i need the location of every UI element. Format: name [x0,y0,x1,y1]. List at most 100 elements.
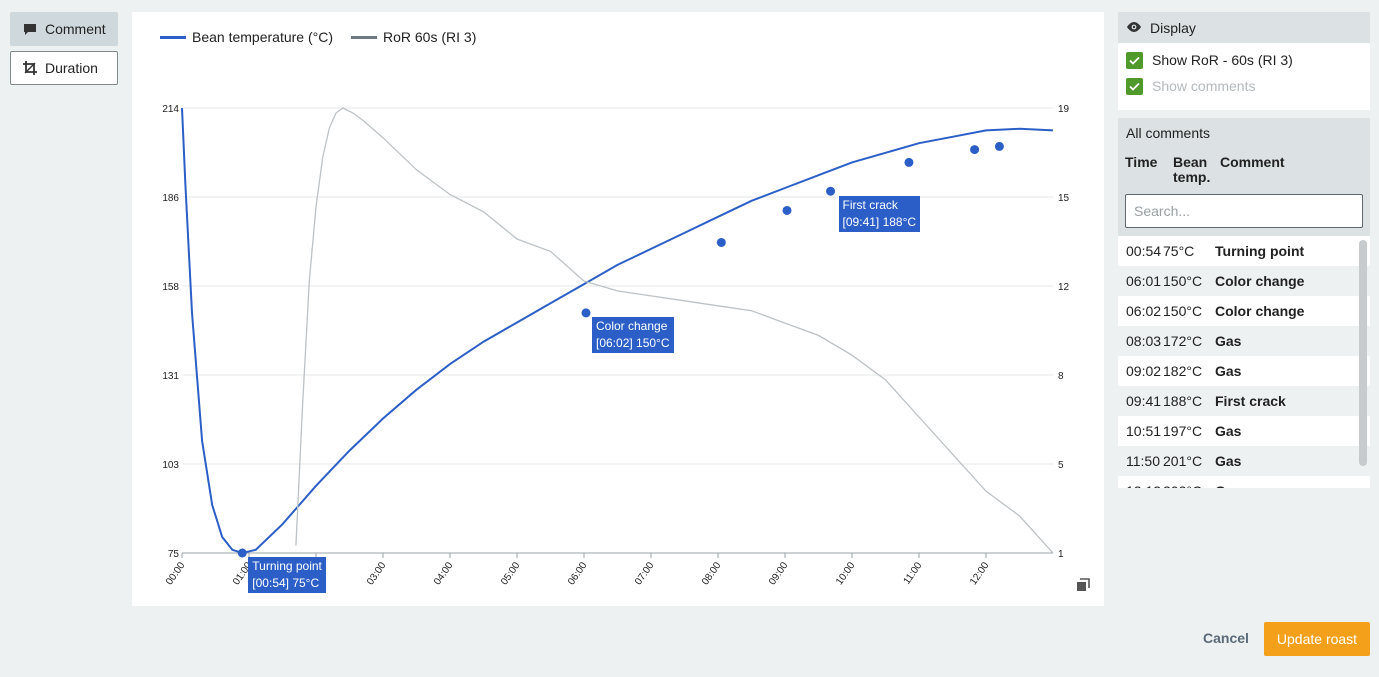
comment-icon [23,22,37,36]
table-row[interactable]: 11:50 201°C Gas [1118,446,1370,476]
row-temp: 197°C [1163,423,1203,439]
legend-label-bean-temp: Bean temperature (°C) [192,29,333,45]
comments-panel: All comments Time Bean temp. Comment 00:… [1118,118,1370,488]
annotation-detail: [06:02] 150°C [596,335,670,350]
table-row[interactable]: 10:51 197°C Gas [1118,416,1370,446]
y-left-tick-label: 214 [162,104,179,115]
row-comment: Color change [1215,303,1305,319]
comments-table-header: Time Bean temp. Comment [1118,148,1370,190]
y-right-tick-label: 1 [1058,549,1064,560]
comment-marker [994,141,1004,151]
cancel-button[interactable]: Cancel [1203,630,1249,646]
x-tick-label: 06:00 [566,560,590,587]
comment-button-label: Comment [45,21,106,37]
series-line-bean-temp [181,107,1054,555]
show-ror-label: Show RoR - 60s (RI 3) [1152,52,1293,68]
row-time: 00:54 [1126,243,1162,259]
crop-icon [23,61,37,75]
search-wrap [1118,190,1370,236]
x-tick-label: 04:00 [432,560,456,587]
table-row[interactable]: 06:01 150°C Color change [1118,266,1370,296]
chart-annotation[interactable]: First crack [09:41] 188°C [838,196,921,233]
comment-marker [826,186,836,196]
update-roast-button[interactable]: Update roast [1264,622,1370,656]
comments-panel-header: All comments [1118,118,1370,148]
x-tick-label: 08:00 [700,560,724,587]
row-comment: Turning point [1215,243,1305,259]
show-comments-label: Show comments [1152,78,1256,94]
show-ror-toggle[interactable]: Show RoR - 60s (RI 3) [1118,47,1370,73]
roast-chart: Bean temperature (°C) RoR 60s (RI 3) 75 1… [132,12,1104,606]
row-comment: Gas [1215,453,1242,469]
row-comment: First crack [1215,393,1286,409]
comment-marker [237,548,247,558]
comments-list[interactable]: 00:54 75°C Turning point 06:01 150°C Color ch… [1118,236,1370,488]
row-temp: 75°C [1163,243,1195,259]
chart-annotation[interactable]: Turning point [00:54] 75°C [248,557,326,593]
y-right-tick-label: 19 [1058,104,1070,115]
row-time: 06:01 [1126,273,1162,289]
legend-swatch-ror [351,35,377,39]
row-time: 08:03 [1126,333,1162,349]
table-row[interactable]: 06:02 150°C Color change [1118,296,1370,326]
chart-annotation[interactable]: Color change [06:02] 150°C [592,316,674,353]
checkbox-checked-icon[interactable] [1126,51,1143,69]
col-time-header: Time [1125,154,1158,170]
col-bean-header-line2: temp. [1173,169,1211,185]
comment-marker [970,145,980,155]
row-temp: 202°C [1163,483,1215,488]
duration-button[interactable]: Duration [10,51,118,85]
row-time: 06:02 [1126,303,1162,319]
comment-marker [716,237,726,247]
row-time: 11:50 [1126,453,1160,469]
x-tick-label: 05:00 [499,560,523,587]
show-comments-toggle[interactable]: Show comments [1118,73,1370,99]
x-tick-label: 03:00 [365,560,389,587]
y-left-tick-label: 158 [162,282,179,293]
legend-item-ror[interactable]: RoR 60s (RI 3) [351,29,476,45]
row-temp: 188°C [1163,393,1203,409]
checkbox-checked-icon[interactable] [1126,77,1143,95]
annotation-detail: [09:41] 188°C [842,215,917,230]
x-tick-label: 07:00 [633,560,657,587]
annotation-title: Turning point [252,559,322,573]
annotation-title: Color change [596,318,668,333]
display-panel: Display Show RoR - 60s (RI 3) Show comme… [1118,12,1370,110]
annotation-title: First crack [842,198,898,213]
row-comment: Gas [1215,363,1242,379]
row-time: 10:51 [1126,423,1162,439]
row-temp: 201°C [1163,453,1203,469]
row-comment: Color change [1215,273,1305,289]
comment-button[interactable]: Comment [10,12,118,46]
table-row[interactable]: 09:41 188°C First crack [1118,386,1370,416]
chart-plot: 7511035131815812186152141900:0001:0002:0… [162,104,1070,587]
x-tick-label: 00:00 [164,560,188,587]
row-time: 09:02 [1126,363,1162,379]
y-right-tick-label: 5 [1058,460,1064,471]
y-left-tick-label: 75 [168,549,180,560]
comments-panel-title: All comments [1126,125,1211,141]
y-left-tick-label: 103 [162,460,179,471]
y-right-tick-label: 8 [1058,371,1064,382]
x-tick-label: 09:00 [767,560,791,587]
legend-swatch-bean-temp [160,35,186,39]
zoom-reset-icon[interactable] [1076,578,1090,592]
y-left-tick-label: 131 [162,371,179,382]
eye-icon [1126,20,1142,36]
row-temp: 182°C [1163,363,1203,379]
table-row[interactable]: 08:03 172°C Gas [1118,326,1370,356]
row-temp: 150°C [1163,273,1203,289]
legend-item-bean-temp[interactable]: Bean temperature (°C) [160,29,333,45]
search-input[interactable] [1125,194,1363,228]
x-tick-label: 10:00 [834,560,858,587]
col-bean-header-line1: Bean [1173,154,1208,170]
comment-marker [782,205,792,215]
scrollbar-thumb[interactable] [1359,240,1367,466]
comment-marker [581,308,591,318]
y-right-tick-label: 15 [1058,193,1070,204]
table-row[interactable]: 00:54 75°C Turning point [1118,236,1370,266]
table-row[interactable]: 09:02 182°C Gas [1118,356,1370,386]
legend-label-ror: RoR 60s (RI 3) [383,29,477,45]
y-right-tick-label: 12 [1058,282,1070,293]
